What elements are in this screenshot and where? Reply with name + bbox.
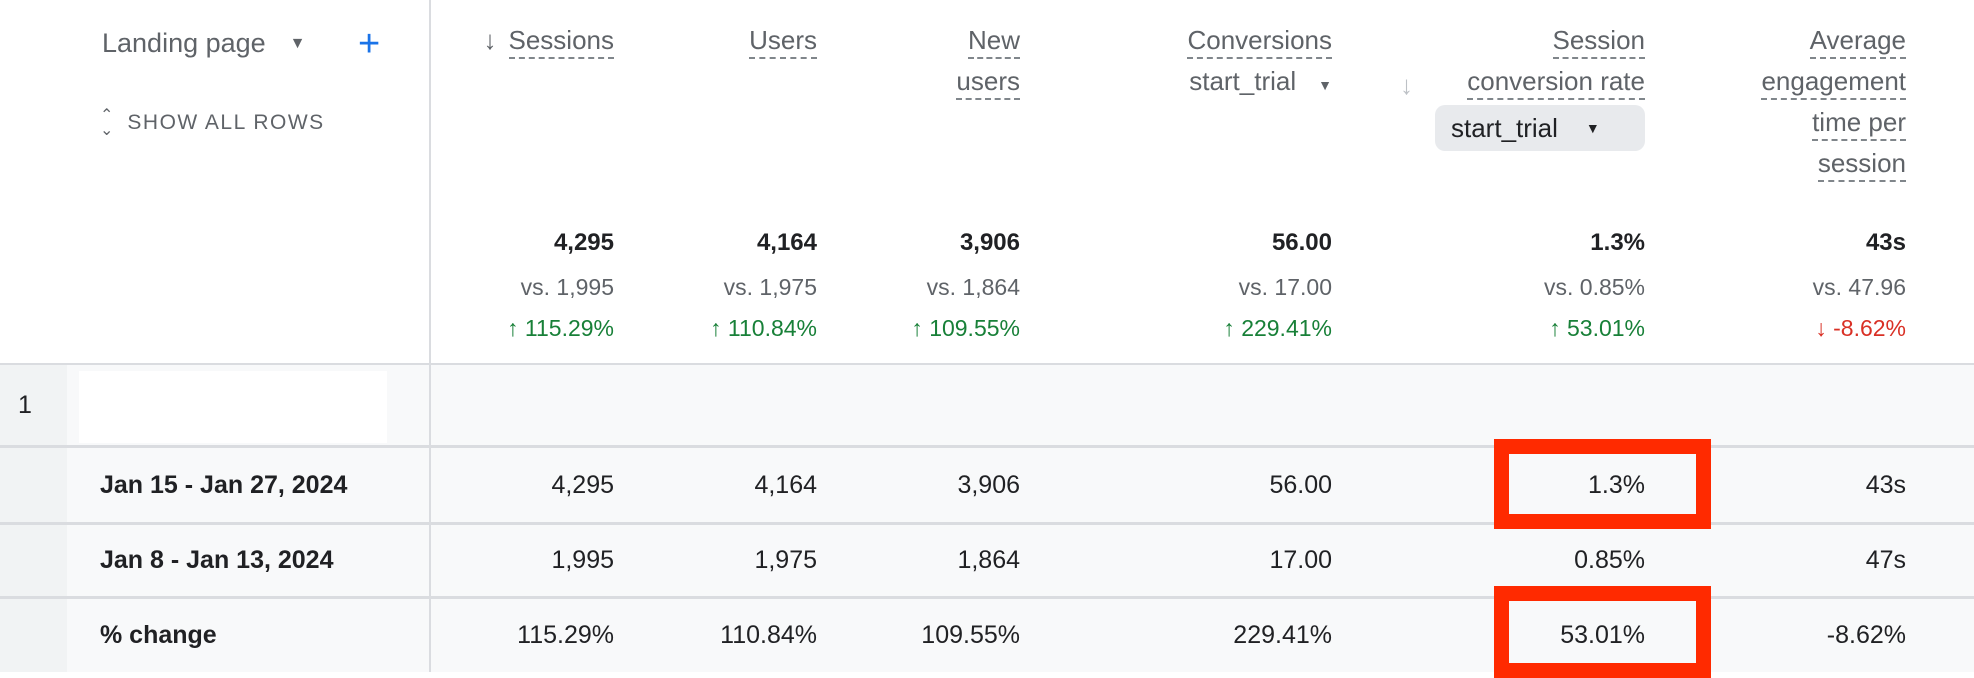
table-cell: 4,164 bbox=[754, 470, 817, 499]
row-divider bbox=[429, 448, 431, 522]
sort-down-icon-faded[interactable]: ↓ bbox=[1400, 70, 1413, 100]
table-cell: 1.3% bbox=[1588, 470, 1645, 499]
table-cell: 229.41% bbox=[1233, 621, 1332, 649]
header-session-conversion-rate[interactable]: Session conversion rate bbox=[1467, 20, 1645, 102]
comparison-value: vs. 1,975 bbox=[723, 274, 817, 300]
arrow-up-icon: ↑ bbox=[507, 315, 525, 341]
redacted-landing-page bbox=[79, 371, 387, 443]
arrow-up-icon: ↑ bbox=[1223, 315, 1242, 341]
change-value: ↑ 229.41% bbox=[1223, 315, 1332, 341]
add-dimension-button[interactable]: + bbox=[358, 23, 381, 65]
expand-collapse-icon: ⌃ ⌄ bbox=[100, 107, 114, 139]
row-index-cell bbox=[0, 525, 67, 596]
header-sessions[interactable]: ↓ Sessions bbox=[483, 20, 614, 61]
dropdown-arrow-icon: ▼ bbox=[1585, 120, 1600, 136]
arrow-down-icon: ↓ bbox=[1815, 315, 1834, 341]
highlight-box bbox=[1494, 586, 1711, 678]
table-cell: 110.84% bbox=[720, 621, 817, 649]
total-value: 43s bbox=[1865, 229, 1906, 256]
change-value: ↑ 110.84% bbox=[710, 315, 817, 341]
row-divider bbox=[429, 365, 431, 447]
table-row[interactable]: % change 115.29% 110.84% 109.55% 229.41% 53.0… bbox=[0, 596, 1974, 672]
row-label: Jan 15 - Jan 27, 2024 bbox=[100, 470, 348, 499]
table-cell: -8.62% bbox=[1826, 621, 1906, 649]
arrow-up-icon: ↑ bbox=[1549, 315, 1567, 341]
table-cell: 47s bbox=[1865, 546, 1906, 574]
sort-down-icon: ↓ bbox=[483, 25, 497, 55]
comparison-value: vs. 17.00 bbox=[1238, 274, 1332, 300]
table-cell: 3,906 bbox=[957, 470, 1020, 499]
total-value: 1.3% bbox=[1590, 229, 1645, 256]
dropdown-arrow-icon: ▼ bbox=[1318, 77, 1332, 93]
row-label: % change bbox=[100, 621, 217, 649]
row-divider bbox=[429, 525, 431, 596]
table-cell: 115.29% bbox=[517, 621, 614, 649]
row-index: 1 bbox=[18, 391, 32, 419]
header-new-users[interactable]: New users bbox=[956, 20, 1020, 102]
table-cell: 1,975 bbox=[754, 546, 817, 574]
row-divider bbox=[429, 599, 431, 672]
highlight-box bbox=[1494, 439, 1711, 529]
dropdown-arrow-icon: ▼ bbox=[289, 34, 306, 52]
table-cell: 4,295 bbox=[551, 470, 614, 499]
table-cell: 0.85% bbox=[1574, 546, 1645, 574]
dimension-label: Landing page bbox=[102, 28, 266, 58]
row-label: Jan 8 - Jan 13, 2024 bbox=[100, 546, 334, 574]
show-all-rows-label: SHOW ALL ROWS bbox=[127, 111, 325, 134]
comparison-value: vs. 47.96 bbox=[1812, 274, 1906, 300]
change-value: ↑ 109.55% bbox=[911, 315, 1020, 341]
change-value: ↑ 115.29% bbox=[507, 315, 614, 341]
table-cell: 53.01% bbox=[1560, 621, 1645, 649]
row-index-cell bbox=[0, 599, 67, 672]
row-index-cell bbox=[0, 448, 67, 522]
show-all-rows-button[interactable]: ⌃ ⌄ SHOW ALL ROWS bbox=[100, 107, 325, 139]
dimension-selector[interactable]: Landing page ▼ bbox=[102, 28, 306, 59]
arrow-up-icon: ↑ bbox=[710, 315, 728, 341]
change-value: ↓ -8.62% bbox=[1815, 315, 1906, 341]
total-value: 4,295 bbox=[553, 229, 614, 256]
table-cell: 56.00 bbox=[1269, 470, 1332, 499]
total-value: 4,164 bbox=[756, 229, 817, 256]
change-value: ↑ 53.01% bbox=[1549, 315, 1645, 341]
header-conversions[interactable]: Conversions start_trial ▼ bbox=[1187, 25, 1332, 96]
table-cell: 1,864 bbox=[957, 546, 1020, 574]
rate-event-dropdown[interactable]: start_trial ▼ bbox=[1435, 105, 1645, 151]
arrow-up-icon: ↑ bbox=[911, 315, 930, 341]
conversion-event-dropdown[interactable]: start_trial ▼ bbox=[1189, 66, 1332, 96]
row-index-cell bbox=[0, 365, 67, 445]
comparison-value: vs. 1,995 bbox=[520, 274, 614, 300]
header-avg-engagement-time[interactable]: Average engagement time per session bbox=[1761, 20, 1906, 184]
table-row-landing-page[interactable]: 1 bbox=[0, 363, 1974, 447]
table-cell: 1,995 bbox=[551, 546, 614, 574]
total-value: 3,906 bbox=[959, 229, 1020, 256]
table-cell: 109.55% bbox=[921, 621, 1020, 649]
table-cell: 17.00 bbox=[1269, 546, 1332, 574]
total-value: 56.00 bbox=[1271, 229, 1332, 256]
table-cell: 43s bbox=[1865, 470, 1906, 499]
table-row[interactable]: Jan 8 - Jan 13, 2024 1,995 1,975 1,864 17.00… bbox=[0, 522, 1974, 596]
column-divider bbox=[429, 0, 431, 668]
comparison-value: vs. 1,864 bbox=[926, 274, 1020, 300]
header-users[interactable]: Users bbox=[749, 20, 817, 61]
table-row[interactable]: Jan 15 - Jan 27, 2024 4,295 4,164 3,906 56.0… bbox=[0, 445, 1974, 522]
comparison-value: vs. 0.85% bbox=[1544, 274, 1645, 300]
